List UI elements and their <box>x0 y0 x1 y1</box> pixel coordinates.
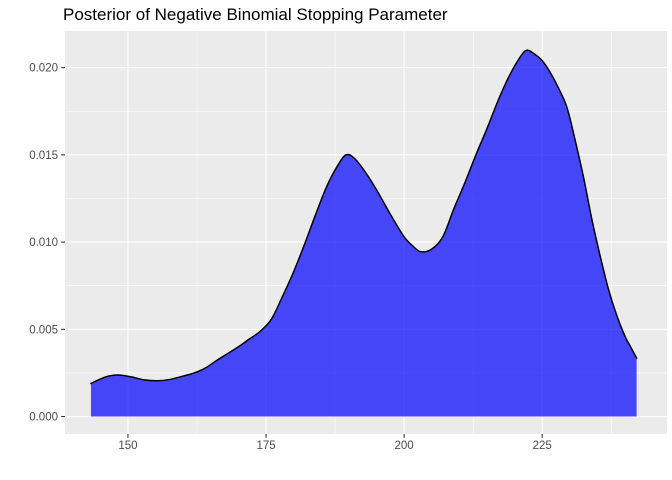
x-tick-label: 225 <box>533 440 552 452</box>
density-line <box>90 49 638 385</box>
y-tick-label: 0.015 <box>29 150 58 162</box>
plot-title: Posterior of Negative Binomial Stopping … <box>63 5 448 24</box>
y-tick-label: 0.005 <box>29 324 58 336</box>
x-tick-label: 200 <box>395 440 414 452</box>
y-tick-label: 0.000 <box>29 412 58 424</box>
x-tick-label: 175 <box>256 440 275 452</box>
x-tick-label: 150 <box>118 440 137 452</box>
y-tick-label: 0.020 <box>29 63 58 75</box>
density-fill <box>90 50 637 417</box>
y-tick-label: 0.010 <box>29 237 58 249</box>
